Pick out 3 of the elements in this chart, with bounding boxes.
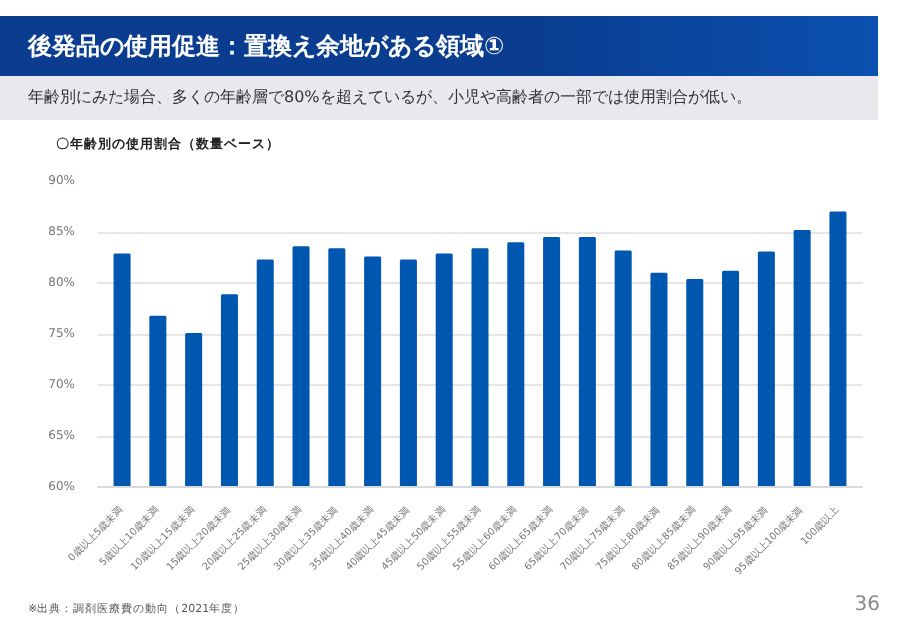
text: 36 (854, 591, 880, 620)
chart-title: 後発品の使用促進：置換え余地がある領域① (0, 16, 878, 76)
chart-subtitle: 年齢別にみた場合、多くの年齢層で80%を超えているが、小児や高齢者の一部では使用割合が低い。 (0, 76, 878, 120)
